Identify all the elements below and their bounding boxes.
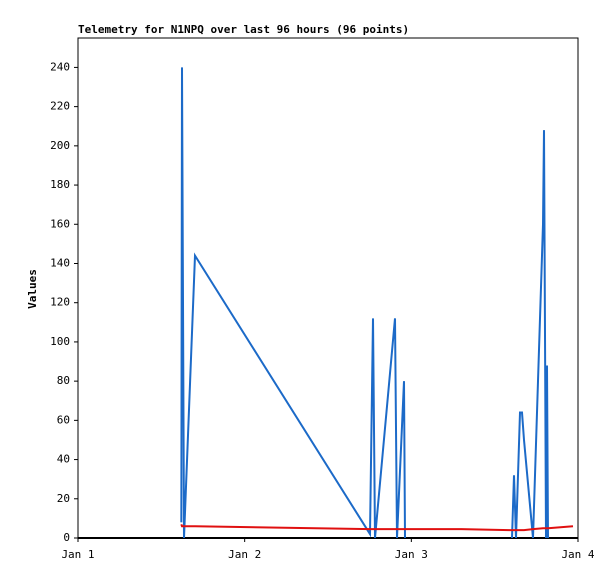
x-tick-label: Jan 3: [395, 548, 428, 561]
y-tick-label: 0: [63, 531, 70, 544]
y-tick-label: 60: [57, 413, 70, 426]
y-tick-label: 220: [50, 100, 70, 113]
y-tick-label: 100: [50, 335, 70, 348]
y-tick-label: 120: [50, 296, 70, 309]
y-axis-label: Values: [26, 269, 39, 309]
plot-frame: [77, 37, 579, 539]
x-tick-label: Jan 4: [561, 548, 594, 561]
y-tick-label: 200: [50, 139, 70, 152]
y-tick-label: 160: [50, 217, 70, 230]
y-tick-label: 80: [57, 374, 70, 387]
y-tick-label: 40: [57, 453, 70, 466]
y-tick-label: 140: [50, 256, 70, 269]
y-tick-label: 20: [57, 492, 70, 505]
chart-title: Telemetry for N1NPQ over last 96 hours (…: [78, 23, 409, 36]
x-tick-label: Jan 1: [61, 548, 94, 561]
series-line: [180, 67, 549, 539]
x-tick-label: Jan 2: [228, 548, 261, 561]
y-tick-label: 240: [50, 60, 70, 73]
series-line: [180, 523, 574, 532]
y-tick-label: 180: [50, 178, 70, 191]
